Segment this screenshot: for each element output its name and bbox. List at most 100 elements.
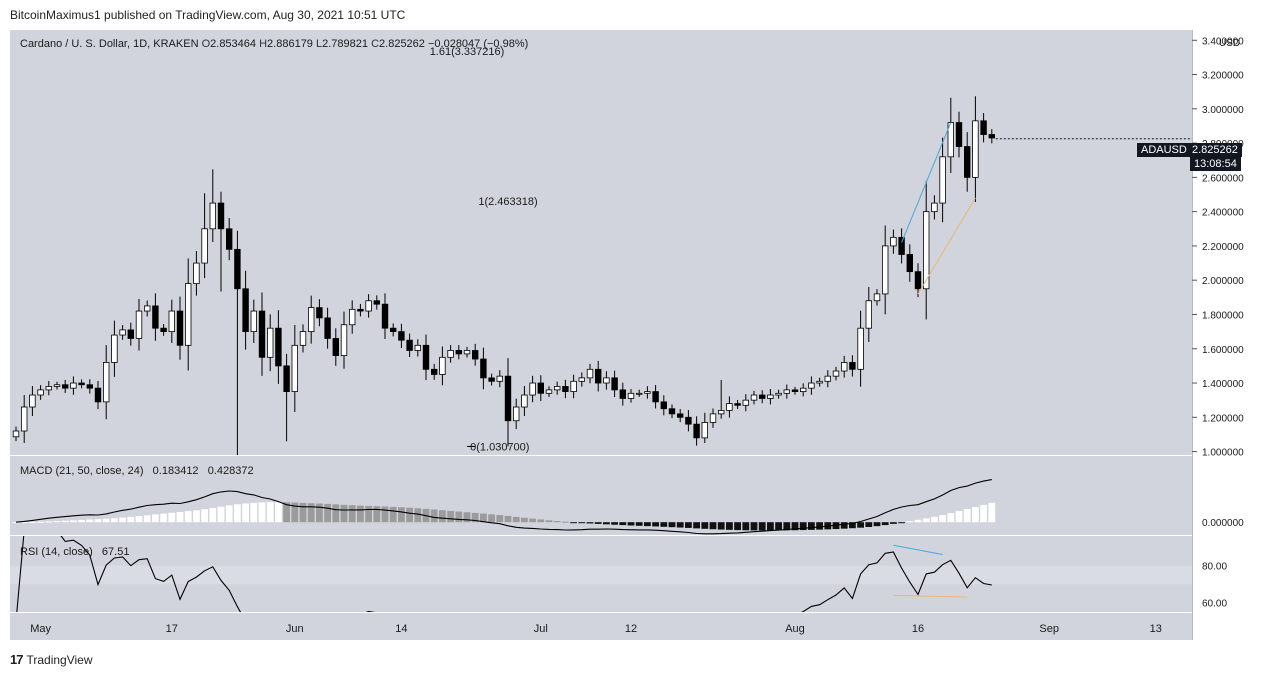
- candle-body[interactable]: [447, 350, 454, 358]
- candle-body[interactable]: [906, 254, 913, 273]
- candle-body[interactable]: [586, 368, 594, 379]
- candle-body[interactable]: [143, 305, 151, 312]
- candle-body[interactable]: [389, 327, 397, 333]
- candle-body[interactable]: [521, 394, 528, 408]
- candle-body[interactable]: [972, 120, 979, 178]
- candle-body[interactable]: [152, 305, 159, 329]
- candle-body[interactable]: [767, 394, 774, 399]
- candle-body[interactable]: [890, 236, 897, 247]
- candle-body[interactable]: [578, 377, 585, 382]
- candle-body[interactable]: [234, 248, 241, 290]
- candle-body[interactable]: [750, 394, 758, 401]
- candle-body[interactable]: [463, 350, 471, 355]
- candle-body[interactable]: [824, 375, 831, 382]
- candle-body[interactable]: [914, 271, 922, 290]
- time-axis[interactable]: [10, 613, 1192, 640]
- candle-body[interactable]: [595, 368, 602, 384]
- candle-body[interactable]: [398, 331, 405, 341]
- candle-body[interactable]: [357, 308, 364, 312]
- candle-body[interactable]: [471, 350, 479, 360]
- candle-body[interactable]: [20, 406, 28, 432]
- candle-body[interactable]: [135, 310, 143, 339]
- candle-body[interactable]: [209, 202, 216, 230]
- candle-body[interactable]: [726, 403, 733, 411]
- candle-body[interactable]: [12, 430, 20, 438]
- candle-body[interactable]: [562, 386, 569, 392]
- candle-body[interactable]: [258, 310, 266, 358]
- candle-body[interactable]: [86, 384, 93, 389]
- candle-body[interactable]: [570, 380, 577, 392]
- candle-body[interactable]: [775, 392, 782, 396]
- candle-body[interactable]: [554, 386, 561, 391]
- candle-body[interactable]: [537, 382, 544, 394]
- candle-body[interactable]: [644, 391, 651, 394]
- candle-body[interactable]: [668, 408, 676, 415]
- candle-body[interactable]: [78, 382, 85, 386]
- candle-body[interactable]: [742, 399, 749, 406]
- candle-body[interactable]: [168, 310, 175, 333]
- candle-body[interactable]: [439, 356, 446, 375]
- candle-body[interactable]: [193, 262, 200, 285]
- candle-body[interactable]: [53, 384, 61, 387]
- candle-body[interactable]: [283, 365, 290, 392]
- candle-body[interactable]: [127, 329, 134, 339]
- candle-body[interactable]: [176, 310, 184, 346]
- candle-body[interactable]: [324, 317, 331, 339]
- candle-body[interactable]: [709, 413, 717, 423]
- candle-body[interactable]: [381, 303, 389, 329]
- candle-body[interactable]: [406, 339, 413, 351]
- candle-body[interactable]: [217, 202, 225, 230]
- candle-body[interactable]: [430, 368, 438, 375]
- candle-body[interactable]: [119, 329, 126, 336]
- candle-body[interactable]: [980, 120, 987, 135]
- candle-body[interactable]: [759, 394, 766, 399]
- candle-body[interactable]: [718, 410, 725, 415]
- candle-body[interactable]: [849, 362, 856, 370]
- candle-body[interactable]: [529, 382, 536, 396]
- candle-body[interactable]: [701, 422, 708, 439]
- candle-body[interactable]: [791, 389, 799, 392]
- candle-body[interactable]: [603, 377, 610, 384]
- candle-body[interactable]: [37, 389, 44, 396]
- candle-body[interactable]: [242, 288, 249, 333]
- candle-body[interactable]: [373, 300, 380, 305]
- candle-body[interactable]: [513, 406, 520, 422]
- candle-body[interactable]: [184, 283, 192, 346]
- candle-body[interactable]: [931, 202, 938, 213]
- candle-body[interactable]: [29, 394, 36, 408]
- candle-body[interactable]: [348, 308, 356, 326]
- candle-body[interactable]: [160, 327, 167, 333]
- candle-body[interactable]: [841, 362, 848, 372]
- candle-body[interactable]: [545, 389, 553, 394]
- candle-body[interactable]: [660, 401, 667, 410]
- candle-body[interactable]: [365, 300, 372, 312]
- candle-body[interactable]: [955, 122, 963, 147]
- candle-body[interactable]: [783, 389, 790, 394]
- candle-body[interactable]: [693, 423, 700, 439]
- candle-body[interactable]: [873, 293, 881, 302]
- candle-body[interactable]: [832, 370, 840, 377]
- candle-body[interactable]: [291, 344, 298, 392]
- candle-body[interactable]: [488, 377, 495, 382]
- price-panel[interactable]: [10, 30, 1192, 455]
- candle-body[interactable]: [275, 327, 282, 367]
- candle-body[interactable]: [480, 358, 487, 379]
- candle-body[interactable]: [923, 211, 930, 290]
- candle-body[interactable]: [45, 386, 52, 391]
- candle-body[interactable]: [865, 300, 872, 329]
- candle-body[interactable]: [307, 307, 315, 333]
- candle-body[interactable]: [808, 382, 815, 389]
- candle-body[interactable]: [964, 146, 971, 178]
- candle-body[interactable]: [627, 392, 635, 399]
- candle-body[interactable]: [225, 228, 233, 250]
- candle-body[interactable]: [816, 380, 823, 384]
- candle-body[interactable]: [988, 134, 995, 139]
- candle-body[interactable]: [94, 387, 102, 403]
- candle-body[interactable]: [496, 375, 503, 382]
- candle-body[interactable]: [734, 403, 741, 406]
- candle-body[interactable]: [422, 344, 430, 370]
- candle-body[interactable]: [266, 327, 274, 358]
- candle-body[interactable]: [340, 324, 348, 357]
- candle-body[interactable]: [939, 156, 946, 204]
